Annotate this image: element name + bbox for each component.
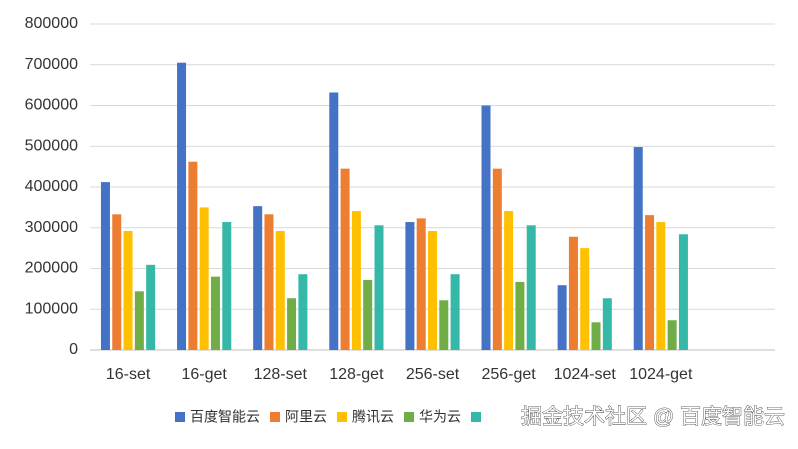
x-tick-label: 128-get <box>329 366 384 383</box>
bar <box>177 62 187 351</box>
bar <box>329 92 339 351</box>
bar <box>146 264 156 350</box>
bar <box>222 222 232 350</box>
x-tick-label: 1024-get <box>629 366 693 383</box>
bar <box>264 214 274 350</box>
bar <box>188 161 198 350</box>
bar <box>439 300 449 350</box>
bar <box>678 234 688 350</box>
y-tick-label: 400000 <box>25 178 78 195</box>
y-tick-label: 0 <box>69 341 78 358</box>
bar <box>253 206 263 350</box>
x-tick-label: 16-get <box>181 366 227 383</box>
legend-swatch <box>471 412 481 422</box>
legend-label: 华为云 <box>419 409 461 425</box>
bar <box>210 276 220 350</box>
bar <box>405 222 415 350</box>
bar <box>557 285 567 350</box>
legend-label: 阿里云 <box>285 409 327 425</box>
bar <box>134 291 144 350</box>
x-tick-label: 16-set <box>106 366 151 383</box>
bar <box>351 211 361 350</box>
legend-label: 百度智能云 <box>190 409 260 425</box>
y-tick-label: 800000 <box>25 15 78 32</box>
x-tick-label: 1024-set <box>554 366 617 383</box>
bar <box>580 248 590 350</box>
y-tick-label: 200000 <box>25 260 78 277</box>
watermark: 掘金技术社区 @ 百度智能云 <box>521 406 785 429</box>
x-tick-label: 128-set <box>254 366 308 383</box>
bar <box>275 231 285 350</box>
bar <box>123 231 133 350</box>
bar <box>100 182 110 350</box>
bar <box>602 298 612 350</box>
bar <box>656 222 666 350</box>
bar <box>287 298 297 350</box>
legend-swatch <box>404 412 414 422</box>
bar <box>504 211 514 350</box>
bar <box>667 320 677 350</box>
bar <box>374 225 384 350</box>
bar <box>112 214 122 350</box>
bar <box>481 105 491 350</box>
bar <box>568 236 578 350</box>
bar <box>645 215 655 350</box>
y-tick-label: 600000 <box>25 97 78 114</box>
legend-swatch <box>270 412 280 422</box>
x-tick-label: 256-set <box>406 366 460 383</box>
bar <box>591 322 601 350</box>
x-tick-label: 256-get <box>481 366 536 383</box>
bar <box>526 225 536 350</box>
y-tick-label: 500000 <box>25 137 78 154</box>
bar <box>515 281 525 350</box>
bar <box>199 207 209 350</box>
y-tick-label: 300000 <box>25 219 78 236</box>
bar <box>633 147 643 350</box>
legend-swatch <box>175 412 185 422</box>
y-tick-label: 100000 <box>25 300 78 317</box>
bar <box>340 168 350 350</box>
bar <box>416 218 426 350</box>
legend-label: 腾讯云 <box>352 409 394 425</box>
bar <box>450 274 460 350</box>
legend-swatch <box>337 412 347 422</box>
bar <box>428 231 437 350</box>
bar <box>298 274 308 350</box>
y-tick-label: 700000 <box>25 56 78 73</box>
bar <box>363 279 373 350</box>
bar <box>492 168 502 350</box>
